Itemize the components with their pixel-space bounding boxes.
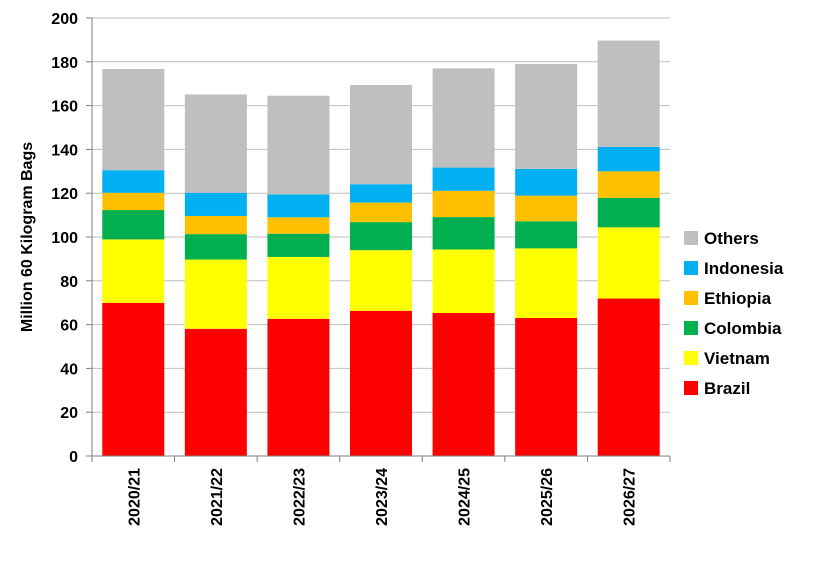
x-tick-label: 2022/23 xyxy=(291,468,308,526)
bar-segment-others xyxy=(102,69,165,171)
bar-segment-brazil xyxy=(350,310,412,456)
bar-segment-ethiopia xyxy=(597,171,660,198)
legend-swatch-brazil xyxy=(684,381,698,395)
legend-swatch-vietnam xyxy=(684,351,698,365)
y-tick-label: 140 xyxy=(51,142,78,159)
x-tick-label: 2021/22 xyxy=(209,468,226,526)
x-tick-label: 2026/27 xyxy=(622,468,639,526)
bar-segment-colombia xyxy=(515,221,578,249)
bar-segment-indonesia xyxy=(102,170,165,193)
y-tick-label: 120 xyxy=(51,186,78,203)
bar-segment-colombia xyxy=(350,222,412,251)
bar-segment-brazil xyxy=(432,312,495,456)
bar-segment-colombia xyxy=(184,234,247,260)
bar-segment-indonesia xyxy=(597,146,660,172)
bar-segment-vietnam xyxy=(184,259,247,329)
y-tick-label: 160 xyxy=(51,99,78,116)
y-tick-label: 200 xyxy=(51,11,78,28)
legend-label-vietnam: Vietnam xyxy=(704,349,770,368)
bar-segment-ethiopia xyxy=(267,217,330,234)
y-tick-label: 40 xyxy=(60,361,78,378)
bar-segment-others xyxy=(432,68,495,168)
legend-swatch-colombia xyxy=(684,321,698,335)
bar-segment-brazil xyxy=(102,302,165,456)
bar-segment-brazil xyxy=(184,328,247,456)
bar-segment-others xyxy=(597,40,660,147)
bar-segment-ethiopia xyxy=(184,215,247,235)
bar-segment-vietnam xyxy=(597,227,660,299)
y-axis-label: Million 60 Kilogram Bags xyxy=(19,142,36,332)
legend: Others Indonesia Ethiopia Colombia Vietnam Br… xyxy=(684,229,784,398)
bar-segment-ethiopia xyxy=(432,190,495,218)
legend-label-indonesia: Indonesia xyxy=(704,259,784,278)
bar-segment-vietnam xyxy=(432,249,495,313)
legend-swatch-ethiopia xyxy=(684,291,698,305)
y-tick-label: 80 xyxy=(60,274,78,291)
legend-label-ethiopia: Ethiopia xyxy=(704,289,772,308)
bar-segment-vietnam xyxy=(102,239,165,303)
bar-segment-vietnam xyxy=(350,250,412,311)
x-tick-label: 2023/24 xyxy=(374,468,391,526)
bar-segment-colombia xyxy=(102,210,165,240)
bar-segment-indonesia xyxy=(184,192,247,216)
bar-segment-others xyxy=(350,85,412,185)
y-tick-label: 60 xyxy=(60,318,78,335)
legend-swatch-others xyxy=(684,231,698,245)
bar-segment-vietnam xyxy=(267,256,330,319)
bar-segment-ethiopia xyxy=(350,202,412,223)
legend-label-colombia: Colombia xyxy=(704,319,782,338)
bars xyxy=(102,40,660,456)
x-tick-label: 2025/26 xyxy=(539,468,556,526)
bar-segment-brazil xyxy=(267,318,330,456)
bar-segment-colombia xyxy=(267,233,330,257)
bar-segment-colombia xyxy=(597,197,660,228)
bar-segment-indonesia xyxy=(432,167,495,191)
bar-segment-ethiopia xyxy=(515,195,578,222)
x-tick-label: 2020/21 xyxy=(126,468,143,526)
bar-segment-indonesia xyxy=(267,194,330,218)
bar-segment-ethiopia xyxy=(102,192,165,211)
bar-segment-vietnam xyxy=(515,248,578,319)
y-tick-labels: 0 20 40 60 80 100 120 140 160 180 200 xyxy=(51,11,78,466)
bar-segment-others xyxy=(184,94,247,193)
y-tick-label: 20 xyxy=(60,405,78,422)
legend-swatch-indonesia xyxy=(684,261,698,275)
axes xyxy=(91,18,671,462)
bar-segment-others xyxy=(515,63,578,169)
legend-label-brazil: Brazil xyxy=(704,379,750,398)
legend-label-others: Others xyxy=(704,229,759,248)
y-tick-label: 180 xyxy=(51,55,78,72)
x-tick-label: 2024/25 xyxy=(457,468,474,526)
bar-segment-others xyxy=(267,95,330,195)
x-tick-labels: 2020/21 2021/22 2022/23 2023/24 2024/25 2025/… xyxy=(126,468,638,526)
y-tick-label: 100 xyxy=(51,230,78,247)
bar-segment-indonesia xyxy=(350,184,412,203)
bar-segment-brazil xyxy=(597,298,660,456)
bar-segment-brazil xyxy=(515,318,578,456)
bar-segment-colombia xyxy=(432,217,495,250)
y-tick-label: 0 xyxy=(69,449,78,466)
bar-segment-indonesia xyxy=(515,168,578,196)
